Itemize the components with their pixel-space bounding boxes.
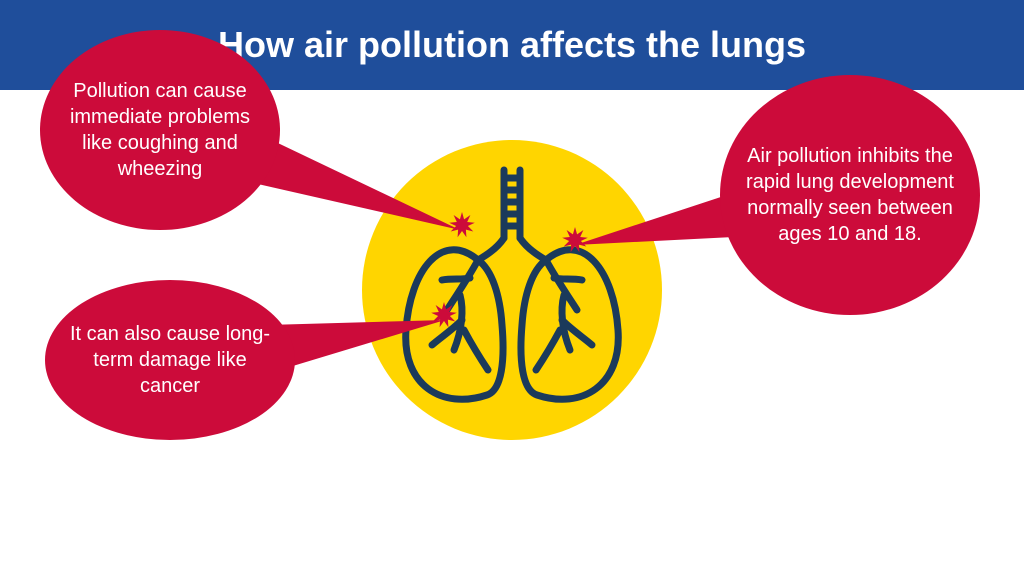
diagram-stage: Pollution can cause immediate problems l… <box>0 90 1024 576</box>
page-title: How air pollution affects the lungs <box>218 24 806 66</box>
impact-burst-icon <box>448 211 476 239</box>
impact-burst-icon <box>430 301 458 329</box>
callout-lung-development: Air pollution inhibits the rapid lung de… <box>720 75 980 315</box>
callout-text: Pollution can cause immediate problems l… <box>60 78 260 182</box>
callout-text: Air pollution inhibits the rapid lung de… <box>740 143 960 247</box>
callout-immediate-problems: Pollution can cause immediate problems l… <box>40 30 280 230</box>
callout-longterm-damage: It can also cause long-term damage like … <box>45 280 295 440</box>
callout-text: It can also cause long-term damage like … <box>65 321 275 399</box>
impact-burst-icon <box>561 226 589 254</box>
